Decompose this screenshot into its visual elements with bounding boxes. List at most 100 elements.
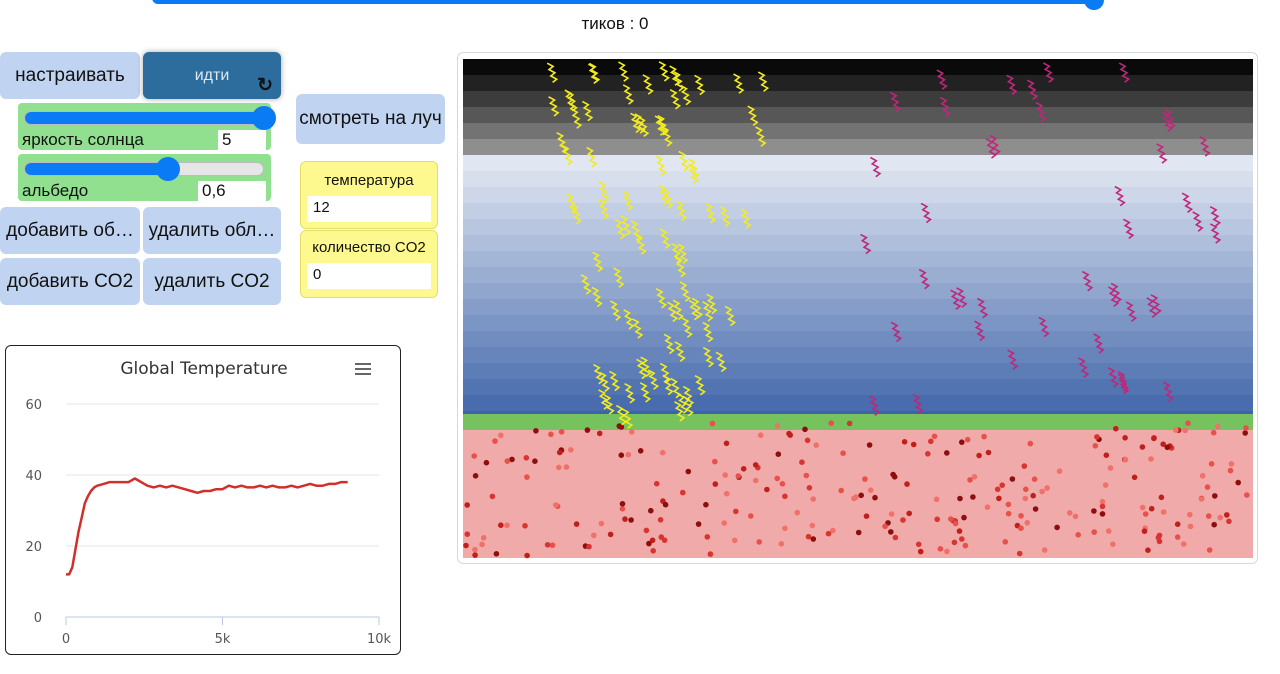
ground-particle: [752, 477, 759, 484]
ground-particle: [1151, 435, 1157, 442]
sunray: [755, 126, 767, 147]
sun-brightness-slider[interactable]: яркость солнца 5: [18, 103, 276, 150]
sunray: [566, 192, 578, 214]
atmosphere-band: [463, 171, 1253, 187]
sunray: [570, 203, 583, 225]
watch-ray-button[interactable]: смотреть на луч: [296, 94, 445, 144]
sunray: [747, 105, 759, 127]
ground-particle: [774, 423, 781, 429]
atmosphere-band: [463, 283, 1253, 299]
sunray: [603, 394, 615, 415]
ground-particle: [810, 496, 816, 502]
ground-particle: [809, 522, 816, 529]
space-band: [463, 139, 1253, 155]
infrared-ray: [1199, 136, 1211, 157]
go-forever-button[interactable]: идти ↻: [143, 52, 281, 99]
albedo-slider[interactable]: альбедо 0,6: [18, 154, 271, 201]
ground-particle: [891, 474, 898, 480]
ground-particle: [695, 521, 702, 527]
ground-particle: [504, 458, 511, 464]
ground-particle: [625, 451, 632, 458]
sunray: [674, 401, 686, 422]
sunray: [670, 377, 682, 399]
ground-particle: [937, 546, 944, 552]
ground-particle: [961, 514, 967, 521]
simulation-view[interactable]: [457, 52, 1258, 564]
ground-particle: [757, 432, 764, 439]
sunray: [659, 362, 672, 384]
sunray: [591, 286, 603, 308]
sunray: [681, 317, 693, 338]
atmosphere-band: [463, 363, 1253, 379]
sunray: [613, 267, 625, 288]
ground-particle: [1054, 524, 1060, 531]
ground-particle: [643, 527, 650, 534]
add-cloud-button[interactable]: добавить об…: [0, 207, 140, 254]
ground-particle: [882, 523, 888, 530]
albedo-thumb[interactable]: [156, 157, 180, 181]
sunray: [588, 62, 601, 84]
setup-button[interactable]: настраивать: [0, 52, 140, 99]
world-canvas[interactable]: [458, 53, 1256, 562]
ground-particle: [523, 455, 530, 461]
ground-particle: [967, 477, 973, 483]
ground-particle: [1217, 514, 1223, 521]
ground-particle: [813, 442, 819, 448]
co2-label: количество CO2: [312, 239, 426, 256]
sun-brightness-thumb[interactable]: [252, 106, 276, 130]
ground-particle: [806, 485, 813, 491]
ground-particle: [804, 437, 811, 444]
infrared-ray: [920, 202, 932, 224]
ground-particle: [1206, 547, 1213, 553]
atmosphere-band: [463, 267, 1253, 283]
remove-co2-label: удалить CO2: [154, 270, 270, 292]
space-band: [463, 59, 1253, 75]
ground-particle: [855, 529, 862, 536]
sunray: [622, 84, 635, 105]
ground-particle: [1215, 423, 1221, 430]
albedo-track[interactable]: [24, 162, 264, 176]
ground-particle: [1204, 484, 1211, 490]
infrared-ray: [985, 138, 998, 159]
sunray: [740, 208, 752, 229]
ground-particle: [840, 450, 846, 457]
atmosphere-band: [463, 203, 1253, 219]
ground-particle: [1235, 479, 1241, 486]
space-band: [463, 75, 1253, 91]
ground-particle: [996, 495, 1002, 502]
ground-particle: [723, 440, 730, 447]
ground-particle: [775, 451, 782, 458]
sunray: [638, 116, 650, 138]
ticks-progress-bar[interactable]: [152, 0, 1100, 4]
ground-particle: [1141, 528, 1148, 534]
ground-particle: [888, 529, 894, 535]
ground-particle: [616, 423, 623, 429]
ground-particle: [619, 501, 626, 507]
ground-particle: [464, 531, 471, 537]
add-co2-label: добавить CO2: [6, 270, 134, 292]
sun-brightness-track[interactable]: [24, 111, 264, 125]
ground-particle: [1160, 441, 1166, 448]
infrared-ray: [977, 297, 989, 319]
add-co2-button[interactable]: добавить CO2: [0, 258, 140, 305]
ground-particle: [863, 513, 870, 519]
sunray: [733, 73, 745, 94]
infrared-ray: [1209, 223, 1222, 244]
ground-particle: [1198, 496, 1205, 502]
ground-particle: [1131, 474, 1138, 481]
remove-cloud-button[interactable]: удалить обл…: [143, 207, 281, 254]
ground-particle: [1210, 429, 1217, 436]
atmosphere-band: [463, 411, 1253, 414]
remove-co2-button[interactable]: удалить CO2: [143, 258, 281, 305]
sunray: [687, 163, 699, 185]
chart-svg: Global Temperature 0 20 40 60 0 5k 10k: [25, 359, 391, 647]
ground-particle: [1158, 494, 1165, 501]
sunray: [593, 363, 605, 385]
ground-particle: [558, 429, 565, 435]
ground-particle: [1018, 513, 1024, 519]
ground-particle: [549, 542, 556, 548]
ground-particle: [805, 533, 812, 540]
ticks-progress-thumb[interactable]: [1084, 0, 1104, 10]
hamburger-menu-icon[interactable]: [355, 363, 371, 375]
sunray: [566, 90, 578, 112]
